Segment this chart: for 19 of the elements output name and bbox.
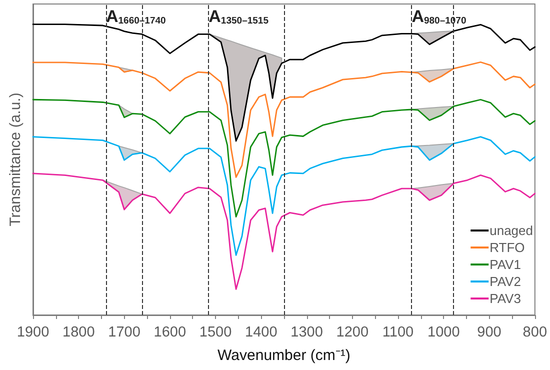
- x-tick-label: 1200: [336, 324, 369, 340]
- x-tick-label: 1000: [428, 324, 460, 340]
- x-tick-label: 900: [477, 324, 502, 340]
- x-tick-label: 1300: [290, 324, 323, 340]
- legend-label: PAV2: [490, 274, 521, 289]
- x-tick-label: 1600: [154, 324, 186, 340]
- x-tick-label: 1700: [108, 324, 140, 340]
- legend-label: PAV3: [490, 291, 521, 306]
- x-tick-label: 1800: [62, 324, 95, 340]
- legend-label: PAV1: [490, 257, 521, 272]
- x-tick-label: 1100: [382, 324, 414, 340]
- x-tick-label: 1500: [199, 324, 232, 340]
- x-tick-label: 800: [522, 324, 548, 340]
- x-tick-label: 1900: [16, 324, 50, 340]
- x-axis-title: Wavenumber (cm⁻¹): [218, 347, 350, 364]
- legend-label: unaged: [490, 223, 534, 238]
- legend-label: RTFO: [490, 240, 525, 255]
- x-tick-label: 1400: [245, 324, 278, 340]
- y-axis-title: Transmittance (a.u.): [7, 92, 24, 226]
